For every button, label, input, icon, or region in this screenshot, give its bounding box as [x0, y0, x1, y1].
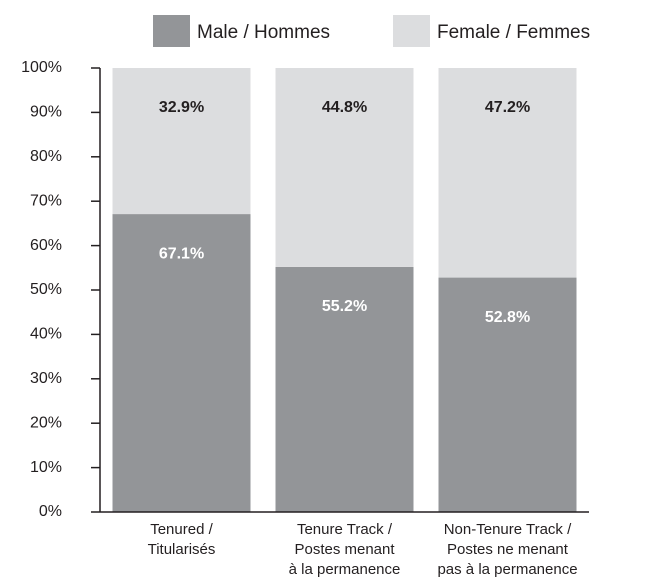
x-tick-line: à la permanence [289, 561, 401, 578]
x-tick-line: Tenure Track / [297, 521, 393, 538]
data-label: 52.8% [485, 309, 530, 326]
bar-segment [112, 214, 251, 513]
x-tick-label: Tenure Track / Postes menant à la permanen… [289, 521, 401, 578]
y-tick-label: 80% [30, 148, 62, 165]
y-tick-label: 50% [30, 281, 62, 298]
y-tick-label: 30% [30, 370, 62, 387]
data-label: 47.2% [485, 99, 530, 116]
data-label: 67.1% [159, 245, 204, 262]
x-tick-line: Tenured / [150, 521, 213, 538]
bar-segment [275, 266, 414, 512]
y-tick-label: 40% [30, 326, 62, 343]
y-tick-label: 20% [30, 414, 62, 431]
legend-swatch [393, 15, 430, 47]
bar-segment [438, 277, 577, 512]
data-label: 55.2% [322, 298, 367, 315]
data-label: 44.8% [322, 99, 367, 116]
legend-label: Female / Femmes [437, 22, 590, 43]
x-tick-line: Postes ne menant [447, 541, 569, 558]
y-tick-label: 70% [30, 192, 62, 209]
legend-swatch [153, 15, 190, 47]
x-tick-line: Postes menant [294, 541, 395, 558]
x-tick-label: Non-Tenure Track / Postes ne menant pas à … [437, 521, 577, 578]
x-tick-line: Non-Tenure Track / [444, 521, 572, 538]
bar-segment [112, 68, 251, 215]
y-tick-label: 10% [30, 459, 62, 476]
y-tick-label: 60% [30, 237, 62, 254]
x-tick-line: pas à la permanence [437, 561, 577, 578]
x-tick-line: Titularisés [148, 541, 216, 558]
bar-segment [438, 68, 577, 278]
bar-segment [275, 68, 414, 267]
y-tick-label: 100% [21, 59, 62, 76]
data-label: 32.9% [159, 99, 204, 116]
y-tick-label: 0% [39, 503, 62, 520]
y-tick-label: 90% [30, 104, 62, 121]
x-tick-label: Tenured / Titularisés [148, 521, 216, 558]
legend-label: Male / Hommes [197, 22, 330, 43]
